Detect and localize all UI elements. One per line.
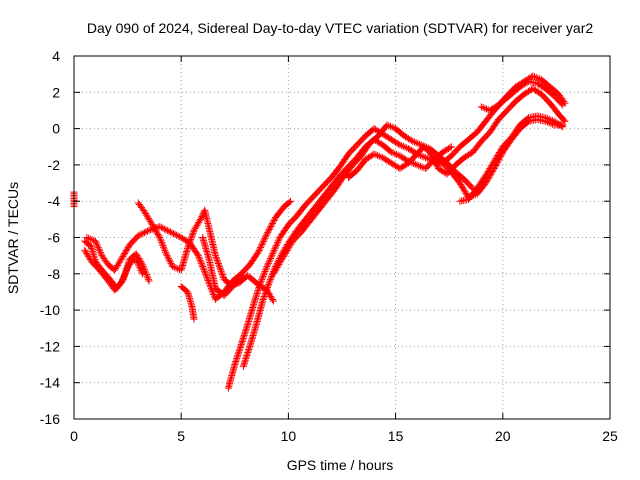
x-tick-label: 0 xyxy=(70,428,78,444)
y-tick-label: -14 xyxy=(40,375,60,391)
x-axis-label: GPS time / hours xyxy=(287,457,394,473)
y-tick-label: -4 xyxy=(48,193,61,209)
y-tick-label: -6 xyxy=(48,230,61,246)
x-tick-label: 10 xyxy=(281,428,297,444)
series-13 xyxy=(477,72,569,114)
y-tick-label: 4 xyxy=(52,48,60,64)
series-3 xyxy=(83,197,295,303)
series-4 xyxy=(134,199,277,305)
y-tick-label: 0 xyxy=(52,121,60,137)
data-series xyxy=(70,72,569,392)
x-tick-label: 20 xyxy=(495,428,511,444)
y-tick-label: 2 xyxy=(52,84,60,100)
x-tick-label: 5 xyxy=(177,428,185,444)
y-tick-label: -16 xyxy=(40,411,60,427)
series-markers xyxy=(269,121,481,278)
y-tick-label: -10 xyxy=(40,302,60,318)
series-markers xyxy=(456,112,567,205)
y-tick-label: -2 xyxy=(48,157,61,173)
grid xyxy=(74,56,610,419)
y-tick-label: -12 xyxy=(40,338,60,354)
series-5 xyxy=(177,283,198,323)
series-10 xyxy=(344,85,569,182)
series-9 xyxy=(269,121,481,278)
series-12 xyxy=(456,112,567,205)
axis-ticks: 0 5 10 15 20 25 -16 -14 -12 -10 -8 -6 -4 -2 0 2 4 xyxy=(40,48,618,444)
series-6 xyxy=(199,234,247,300)
chart-title: Day 090 of 2024, Sidereal Day-to-day VTE… xyxy=(87,20,593,36)
y-axis-label: SDTVAR / TECUs xyxy=(5,182,21,294)
series-2 xyxy=(81,246,147,294)
y-tick-label: -8 xyxy=(48,266,61,282)
x-tick-label: 15 xyxy=(388,428,404,444)
x-tick-label: 25 xyxy=(602,428,618,444)
series-markers xyxy=(177,283,198,323)
